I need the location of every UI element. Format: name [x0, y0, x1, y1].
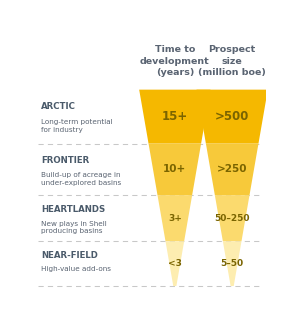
Text: High-value add-ons: High-value add-ons	[41, 266, 111, 272]
Text: HEARTLANDS: HEARTLANDS	[41, 205, 105, 214]
Text: 50–250: 50–250	[214, 214, 250, 223]
Polygon shape	[215, 195, 250, 241]
Text: 3+: 3+	[168, 214, 182, 223]
Text: 15+: 15+	[162, 110, 188, 123]
Text: FRONTIER: FRONTIER	[41, 155, 89, 165]
Polygon shape	[206, 144, 258, 195]
Polygon shape	[165, 241, 184, 286]
Text: Build-up of acreage in
under-explored basins: Build-up of acreage in under-explored ba…	[41, 172, 121, 186]
Polygon shape	[196, 90, 268, 144]
Text: New plays in Shell
producing basins: New plays in Shell producing basins	[41, 220, 106, 234]
Text: >500: >500	[215, 110, 249, 123]
Polygon shape	[158, 195, 192, 241]
Text: Time to
development
(years): Time to development (years)	[140, 45, 210, 77]
Polygon shape	[149, 144, 201, 195]
Text: ARCTIC: ARCTIC	[41, 102, 76, 112]
Text: NEAR-FIELD: NEAR-FIELD	[41, 251, 98, 260]
Polygon shape	[223, 241, 242, 286]
Polygon shape	[139, 90, 210, 144]
Text: Long-term potential
for industry: Long-term potential for industry	[41, 119, 112, 133]
Text: >250: >250	[217, 164, 248, 174]
Text: 5–50: 5–50	[221, 259, 244, 268]
Text: Prospect
size
(million boe): Prospect size (million boe)	[198, 45, 266, 77]
Text: 10+: 10+	[163, 164, 186, 174]
Text: <3: <3	[168, 259, 182, 268]
